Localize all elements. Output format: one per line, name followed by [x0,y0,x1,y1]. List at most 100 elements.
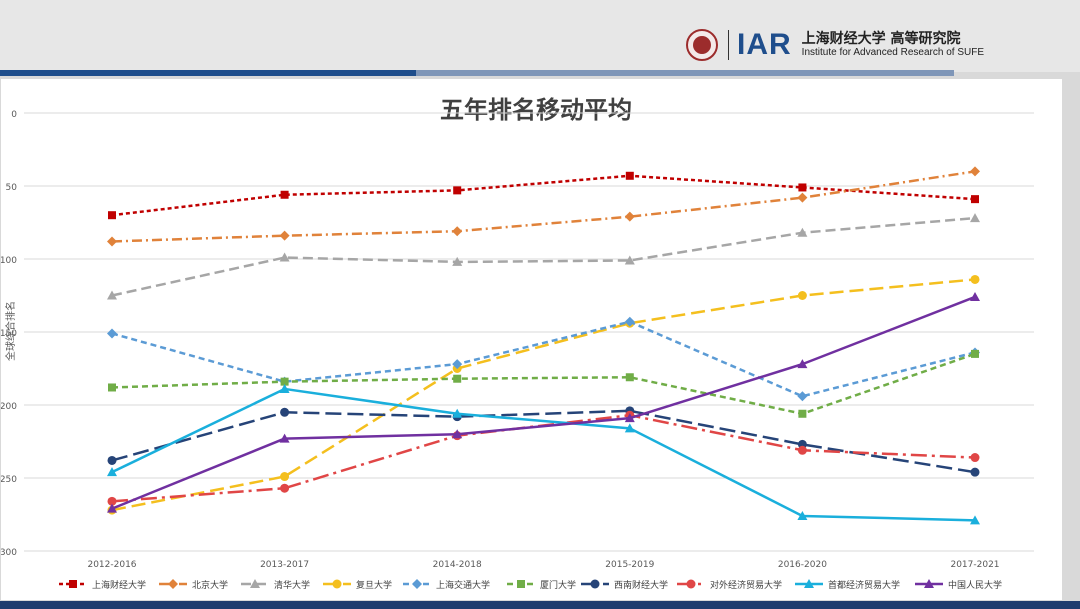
legend-label: 北京大学 [192,579,228,591]
legend-marker [686,579,696,589]
institute-name-en: Institute for Advanced Research of SUFE [801,47,984,58]
data-point [798,183,807,192]
chart-panel: 五年排名移动平均 全球综合排名 0 50 100 150 200 250 300 2012-… [1,79,1062,600]
legend-marker [924,579,934,588]
data-point [280,407,290,417]
data-point [108,211,116,220]
data-point [280,472,290,482]
legend-marker [332,579,342,589]
legend-label: 上海财经大学 [92,579,146,591]
data-point [453,186,462,195]
data-point [624,413,635,423]
legend-label: 对外经济贸易大学 [710,579,782,591]
legend-label: 清华大学 [274,579,310,591]
institute-name-cn: 上海财经大学 高等研究院 [801,31,961,47]
series-5 [107,316,980,402]
x-tick-label: 2016-2020 [778,560,827,570]
data-point [797,445,807,455]
series-line [111,174,976,217]
x-tick-label: 2012-2016 [87,560,136,570]
series-line [111,170,976,243]
data-point [624,423,635,433]
legend-marker [168,579,178,589]
header-band-dark [0,70,416,76]
data-point [279,252,290,262]
y-tick-label: 300 [1,548,17,558]
data-point [280,483,290,493]
legend-marker [250,579,260,588]
legend-item: 中国人民大学 [915,579,1002,591]
legend-item: 上海财经大学 [59,579,146,591]
data-point [624,316,635,327]
data-point [107,467,117,477]
data-point [624,211,635,222]
data-point [798,409,807,418]
legend-label: 上海交通大学 [436,579,490,591]
series-line [111,216,976,297]
series-line [111,278,976,512]
y-tick-label: 250 [1,475,17,485]
y-axis-label: 全球综合排名 [4,301,17,361]
legend-item: 复旦大学 [323,579,392,591]
legend-marker [804,579,814,588]
data-point [279,383,290,393]
data-point [970,515,980,525]
y-tick-label: 0 [11,110,17,120]
data-point [797,359,808,369]
data-point [971,349,979,358]
y-tick-label: 50 [6,183,18,193]
legend-marker [517,580,525,588]
series-line [111,320,976,398]
series-line [111,295,976,510]
data-point [797,192,808,203]
data-point [970,274,980,284]
footer-band [0,601,1080,609]
data-point [452,256,463,266]
series-10 [107,291,980,513]
series-line [111,387,976,522]
data-point [797,391,808,402]
legend-marker [412,579,422,589]
legend-label: 西南财经大学 [614,579,668,591]
data-point [970,467,980,477]
data-point [625,171,634,180]
data-point [108,383,116,392]
data-point [452,408,463,418]
legend-item: 西南财经大学 [581,579,668,591]
data-point [107,496,117,506]
data-point [797,227,808,237]
series-9 [107,383,980,525]
x-tick-label: 2014-2018 [433,560,482,570]
data-point [970,291,980,301]
series-3 [107,213,980,300]
data-point [970,213,980,223]
y-tick-label: 150 [1,329,17,339]
legend-marker [590,579,600,589]
logo-divider [728,30,729,60]
data-point [107,236,117,247]
series-line [111,352,976,416]
legend-item: 北京大学 [159,579,228,591]
data-point [453,374,462,383]
legend-label: 厦门大学 [540,579,576,591]
legend-item: 首都经济贸易大学 [795,579,900,591]
data-point [624,255,635,265]
data-point [970,453,980,463]
data-point [970,166,980,177]
legend-item: 厦门大学 [507,579,576,591]
series-4 [107,274,980,515]
iar-logo-text: IAR [737,28,792,61]
series-2 [107,166,980,247]
series-7 [107,406,980,477]
legend-item: 对外经济贸易大学 [677,579,782,591]
header-bar: IAR 上海财经大学 高等研究院 Institute for Advanced … [0,0,1080,72]
series-line [111,409,976,474]
y-tick-label: 100 [1,256,17,266]
series-1 [108,171,979,220]
institute-logo: IAR 上海财经大学 高等研究院 Institute for Advanced … [686,28,984,62]
data-point [452,359,463,370]
legend-label: 首都经济贸易大学 [828,579,900,591]
data-point [452,226,463,237]
ranking-line-chart: 五年排名移动平均 全球综合排名 0 50 100 150 200 250 300 2012-… [1,96,1034,591]
data-point [279,230,290,241]
